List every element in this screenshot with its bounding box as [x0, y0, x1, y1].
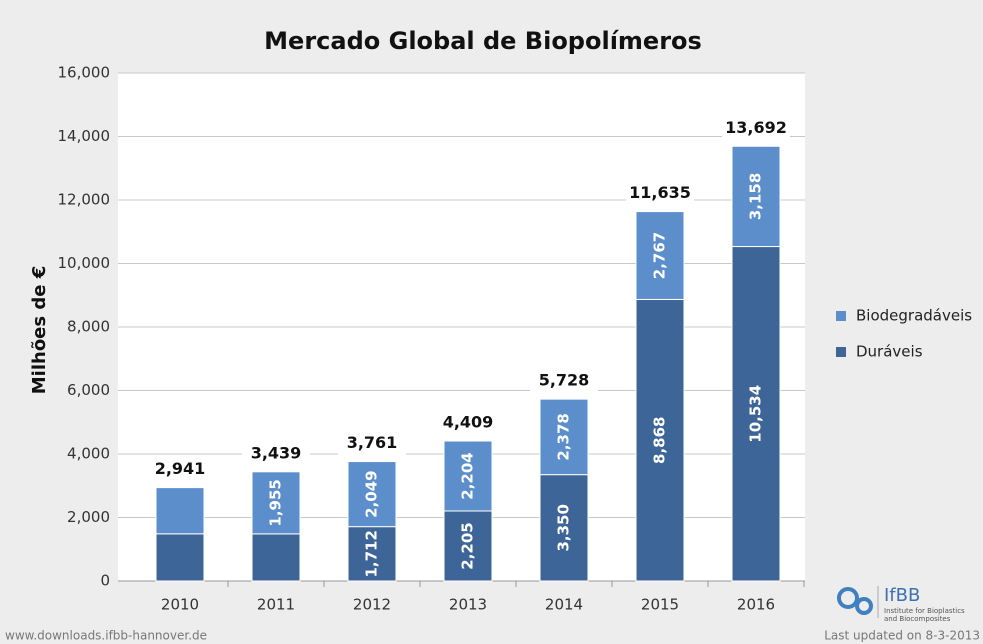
updated: Last updated on 8-3-2013 — [824, 629, 980, 643]
bar-segment — [539, 398, 589, 476]
value-label: 2,049 — [363, 470, 381, 517]
logo-subtitle: Institute for Bioplastics — [884, 607, 965, 615]
total-label: 4,409 — [443, 413, 494, 432]
y-tick-label: 10,000 — [58, 254, 111, 272]
y-tick-label: 8,000 — [67, 318, 110, 336]
bar-segment — [731, 246, 781, 582]
total-label-bg — [434, 412, 502, 435]
value-label: 1,955 — [267, 479, 285, 526]
y-tick-label: 14,000 — [58, 127, 111, 145]
total-label: 5,728 — [539, 371, 590, 390]
y-tick-label: 16,000 — [58, 64, 111, 82]
legend-label: Duráveis — [856, 343, 923, 361]
logo-icon — [855, 597, 873, 615]
total-label-bg — [530, 370, 598, 393]
total-label-bg — [242, 442, 310, 465]
x-tick-label: 2016 — [737, 596, 775, 614]
y-axis-label: Milhões de € — [29, 266, 50, 395]
total-label-bg — [338, 432, 406, 455]
value-label: 10,534 — [747, 385, 765, 443]
bar-segment — [635, 298, 685, 582]
legend-swatch — [836, 311, 846, 321]
legend-label: Biodegradáveis — [856, 307, 972, 325]
x-tick-label: 2014 — [545, 596, 583, 614]
logo-icon — [837, 587, 859, 609]
y-tick-label: 2,000 — [67, 508, 110, 526]
x-tick-label: 2012 — [353, 596, 391, 614]
bar-segment — [635, 211, 685, 300]
value-label: 3,158 — [747, 173, 765, 220]
bar-segment — [155, 487, 205, 535]
logo-subtitle: and Biocomposites — [884, 615, 951, 623]
value-label: 3,350 — [555, 504, 573, 551]
y-tick-label: 4,000 — [67, 445, 110, 463]
value-label: 2,767 — [651, 232, 669, 279]
bar-segment — [443, 440, 493, 512]
total-label: 3,761 — [347, 433, 398, 452]
total-label: 2,941 — [155, 459, 206, 478]
value-label: 2,205 — [459, 522, 477, 569]
bar-segment — [251, 471, 301, 535]
logo-name: IfBB — [884, 585, 920, 606]
bar-segment — [443, 510, 493, 582]
value-label: 2,378 — [555, 413, 573, 460]
logo: IfBB Institute for Bioplastics and Bioco… — [837, 585, 965, 623]
total-label: 11,635 — [629, 183, 691, 202]
total-label: 13,692 — [725, 118, 787, 137]
total-label-bg — [626, 182, 694, 205]
y-tick-label: 6,000 — [67, 381, 110, 399]
total-label-bg — [146, 458, 214, 481]
y-tick-label: 12,000 — [58, 191, 111, 209]
bar-segment — [155, 533, 205, 582]
total-label-bg — [722, 117, 790, 140]
source: www.downloads.ifbb-hannover.de — [5, 629, 207, 643]
bar-segment — [731, 145, 781, 248]
legend-swatch — [836, 347, 846, 357]
x-tick-label: 2010 — [161, 596, 199, 614]
x-tick-label: 2015 — [641, 596, 679, 614]
value-label: 8,868 — [651, 416, 669, 463]
bar-segment — [347, 461, 397, 528]
value-label: 1,712 — [363, 530, 381, 577]
bar-segment — [251, 533, 301, 582]
total-label: 3,439 — [251, 443, 302, 462]
chart-title: Mercado Global de Biopolímeros — [264, 27, 702, 55]
value-label: 2,204 — [459, 452, 477, 499]
y-tick-label: 0 — [100, 572, 110, 590]
bar-segment — [539, 474, 589, 582]
x-tick-label: 2011 — [257, 596, 295, 614]
x-tick-label: 2013 — [449, 596, 487, 614]
